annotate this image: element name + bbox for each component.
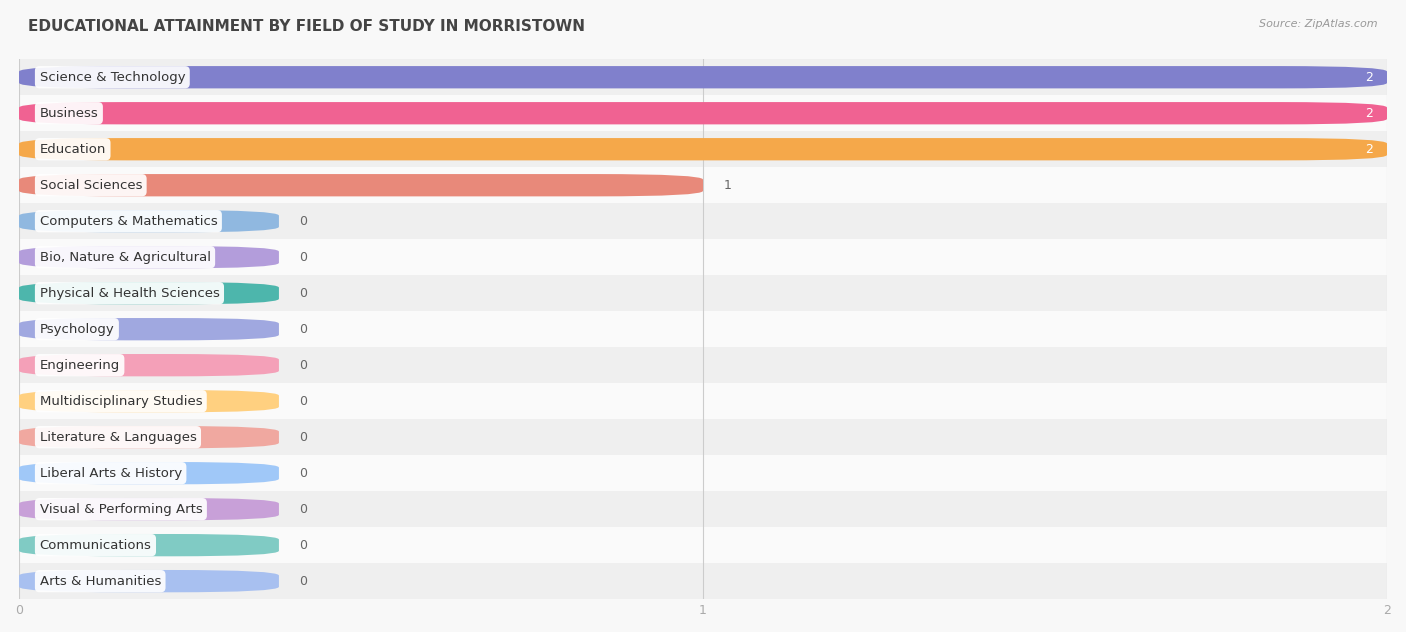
Text: 0: 0 <box>299 466 308 480</box>
Text: Computers & Mathematics: Computers & Mathematics <box>39 215 218 228</box>
Text: 0: 0 <box>299 574 308 588</box>
FancyBboxPatch shape <box>20 174 703 197</box>
FancyBboxPatch shape <box>20 66 1388 88</box>
Text: 0: 0 <box>299 394 308 408</box>
Text: Liberal Arts & History: Liberal Arts & History <box>39 466 181 480</box>
Bar <box>20 383 1388 419</box>
Text: 0: 0 <box>299 323 308 336</box>
Bar <box>20 95 1388 131</box>
Text: Social Sciences: Social Sciences <box>39 179 142 191</box>
Text: Literature & Languages: Literature & Languages <box>39 430 197 444</box>
Text: 0: 0 <box>299 287 308 300</box>
Text: Visual & Performing Arts: Visual & Performing Arts <box>39 502 202 516</box>
FancyBboxPatch shape <box>20 390 278 412</box>
Text: 0: 0 <box>299 215 308 228</box>
Text: 0: 0 <box>299 538 308 552</box>
FancyBboxPatch shape <box>20 102 1388 125</box>
Text: 2: 2 <box>1365 143 1374 155</box>
Bar <box>20 419 1388 455</box>
FancyBboxPatch shape <box>20 570 278 592</box>
Text: Physical & Health Sciences: Physical & Health Sciences <box>39 287 219 300</box>
Text: Psychology: Psychology <box>39 323 114 336</box>
Bar <box>20 455 1388 491</box>
Text: 2: 2 <box>1365 71 1374 83</box>
Bar <box>20 347 1388 383</box>
FancyBboxPatch shape <box>20 282 278 305</box>
FancyBboxPatch shape <box>20 426 278 448</box>
FancyBboxPatch shape <box>20 498 278 520</box>
Text: Bio, Nature & Agricultural: Bio, Nature & Agricultural <box>39 251 211 264</box>
Bar <box>20 491 1388 527</box>
FancyBboxPatch shape <box>20 318 278 341</box>
Text: 0: 0 <box>299 359 308 372</box>
Bar <box>20 131 1388 167</box>
Text: 2: 2 <box>1365 107 1374 119</box>
Text: Arts & Humanities: Arts & Humanities <box>39 574 160 588</box>
FancyBboxPatch shape <box>20 138 1388 161</box>
Bar <box>20 563 1388 599</box>
Bar <box>20 527 1388 563</box>
Text: Education: Education <box>39 143 105 155</box>
Text: Science & Technology: Science & Technology <box>39 71 186 83</box>
Bar <box>20 167 1388 204</box>
Text: 0: 0 <box>299 502 308 516</box>
Text: 0: 0 <box>299 251 308 264</box>
Text: Engineering: Engineering <box>39 359 120 372</box>
Text: 0: 0 <box>299 430 308 444</box>
FancyBboxPatch shape <box>20 210 278 233</box>
Bar <box>20 275 1388 311</box>
Bar <box>20 239 1388 275</box>
Text: EDUCATIONAL ATTAINMENT BY FIELD OF STUDY IN MORRISTOWN: EDUCATIONAL ATTAINMENT BY FIELD OF STUDY… <box>28 19 585 34</box>
FancyBboxPatch shape <box>20 534 278 556</box>
Text: Multidisciplinary Studies: Multidisciplinary Studies <box>39 394 202 408</box>
Text: 1: 1 <box>724 179 731 191</box>
Text: Business: Business <box>39 107 98 119</box>
Text: Communications: Communications <box>39 538 152 552</box>
Text: Source: ZipAtlas.com: Source: ZipAtlas.com <box>1260 19 1378 29</box>
Bar <box>20 59 1388 95</box>
Bar <box>20 311 1388 347</box>
FancyBboxPatch shape <box>20 354 278 376</box>
FancyBboxPatch shape <box>20 462 278 484</box>
Bar <box>20 204 1388 239</box>
FancyBboxPatch shape <box>20 246 278 269</box>
